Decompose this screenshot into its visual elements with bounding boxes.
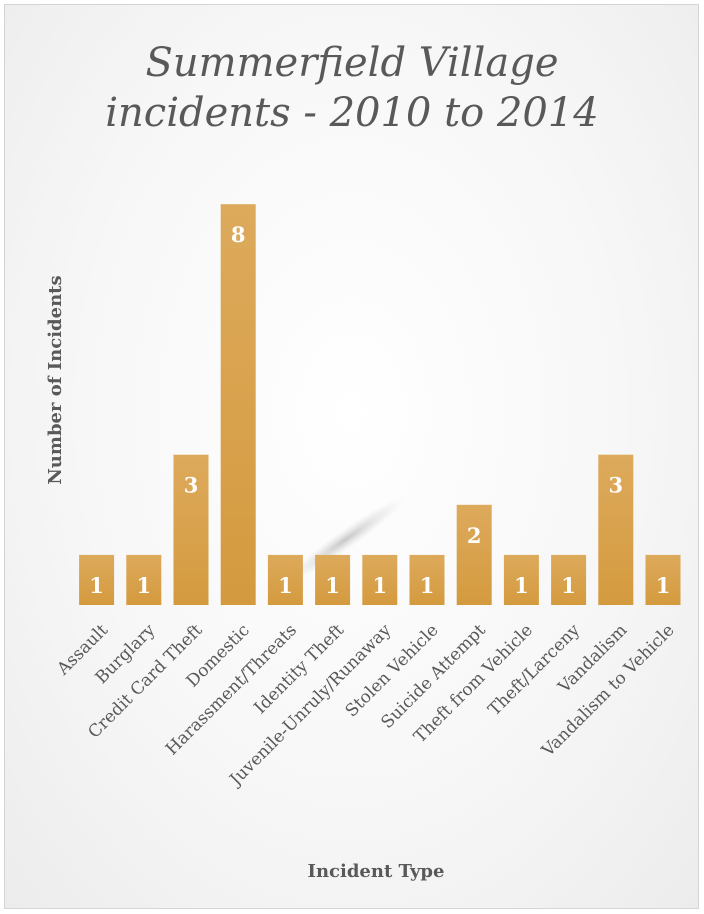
bar-value-label: 3 bbox=[184, 473, 199, 498]
bar-harassment-threats bbox=[267, 554, 303, 605]
bar-value-label: 3 bbox=[608, 473, 623, 498]
bar-burglary bbox=[126, 554, 162, 605]
chart-title-line-2: incidents - 2010 to 2014 bbox=[105, 90, 599, 136]
bar-value-label: 1 bbox=[278, 573, 293, 598]
chart-title-line-1: Summerfield Village bbox=[145, 40, 559, 86]
bar-value-label: 1 bbox=[372, 573, 387, 598]
bar-value-label: 1 bbox=[561, 573, 576, 598]
bar-value-label: 1 bbox=[89, 573, 104, 598]
bar-vandalism bbox=[598, 454, 634, 605]
bar-domestic bbox=[220, 204, 256, 605]
bar-value-label: 1 bbox=[136, 573, 151, 598]
bar-value-label: 8 bbox=[231, 222, 246, 247]
bar-assault bbox=[79, 554, 115, 605]
bar-theft-from-vehicle bbox=[503, 554, 539, 605]
chart-title: Summerfield Village incidents - 2010 to … bbox=[0, 38, 704, 138]
bar-value-label: 1 bbox=[514, 573, 529, 598]
bar-identity-theft bbox=[315, 554, 351, 605]
bar-vandalism-to-vehicle bbox=[645, 554, 681, 605]
bar-theft-larceny bbox=[551, 554, 587, 605]
bar-credit-card-theft bbox=[173, 454, 209, 605]
chart-area bbox=[4, 4, 699, 909]
bar-value-label: 1 bbox=[325, 573, 340, 598]
bar-value-label: 2 bbox=[467, 523, 482, 548]
bar-suicide-attempt bbox=[456, 504, 492, 605]
bar-shadow bbox=[283, 496, 407, 584]
x-axis-title: Incident Type bbox=[308, 861, 445, 882]
bar-value-label: 1 bbox=[656, 573, 671, 598]
bar-juvenile-unruly-runaway bbox=[362, 554, 398, 605]
bar-stolen-vehicle bbox=[409, 554, 445, 605]
bar-value-label: 1 bbox=[420, 573, 435, 598]
y-axis-title: Number of Incidents bbox=[45, 275, 66, 484]
